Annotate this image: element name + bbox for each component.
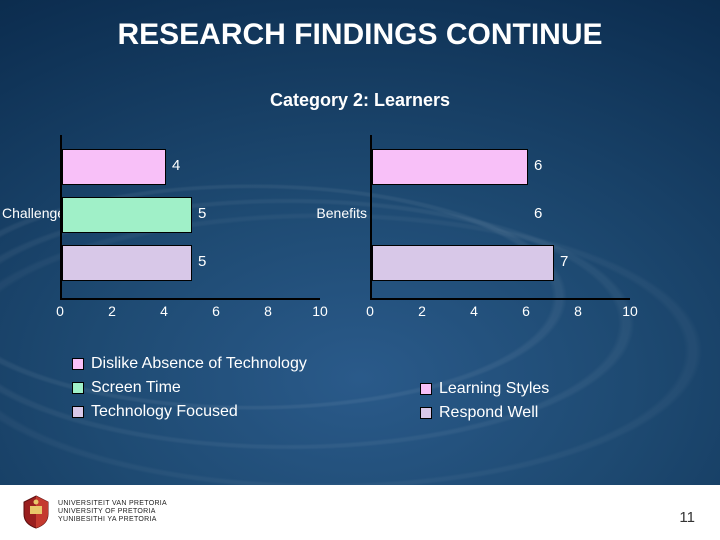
legend-item: Learning Styles (420, 380, 670, 398)
legend-label: Learning Styles (439, 380, 549, 398)
bar-learning-styles (372, 149, 528, 185)
legend-item: Screen Time (72, 379, 372, 397)
challenges-legend: Dislike Absence of Technology Screen Tim… (72, 355, 372, 427)
swatch-icon (72, 358, 84, 370)
legend-item: Respond Well (420, 404, 670, 422)
legend-item: Technology Focused (72, 403, 372, 421)
page-title: RESEARCH FINDINGS CONTINUE (0, 18, 720, 52)
xtick: 6 (212, 303, 220, 319)
xtick: 10 (312, 303, 328, 319)
xtick: 0 (56, 303, 64, 319)
swatch-icon (72, 406, 84, 418)
crest-icon (20, 494, 52, 530)
swatch-icon (420, 383, 432, 395)
challenges-ylabel: Challenges (2, 205, 57, 221)
xtick: 8 (264, 303, 272, 319)
xtick: 2 (418, 303, 426, 319)
legend-label: Dislike Absence of Technology (91, 355, 307, 373)
legend-item: Dislike Absence of Technology (72, 355, 372, 373)
xtick: 0 (366, 303, 374, 319)
page-number: 11 (679, 509, 695, 526)
benefits-xaxis: 0 2 4 6 8 10 (370, 303, 640, 323)
xtick: 6 (522, 303, 530, 319)
bar-tech-focused (62, 245, 192, 281)
legend-label: Respond Well (439, 404, 538, 422)
xtick: 4 (160, 303, 168, 319)
benefits-ylabel: Benefits (312, 205, 367, 221)
xtick: 8 (574, 303, 582, 319)
legend-label: Screen Time (91, 379, 181, 397)
page-subtitle: Category 2: Learners (0, 90, 720, 111)
bar-middle-value: 6 (534, 205, 542, 222)
benefits-plot: 6 6 7 (370, 135, 630, 300)
university-logo: UNIVERSITEIT VAN PRETORIA UNIVERSITY OF … (20, 492, 200, 532)
logo-line: UNIVERSITEIT VAN PRETORIA (58, 500, 167, 508)
bar-respond-well (372, 245, 554, 281)
logo-line: YUNIBESITHI YA PRETORIA (58, 516, 167, 524)
swatch-icon (420, 407, 432, 419)
logo-line: UNIVERSITY OF PRETORIA (58, 508, 167, 516)
swatch-icon (72, 382, 84, 394)
footer-bar: UNIVERSITEIT VAN PRETORIA UNIVERSITY OF … (0, 485, 720, 540)
challenges-chart: Challenges 4 5 5 0 2 4 6 8 10 (60, 135, 350, 335)
benefits-legend: Learning Styles Respond Well (420, 380, 670, 428)
bar-dislike-absence-value: 4 (172, 157, 180, 174)
xtick: 10 (622, 303, 638, 319)
benefits-chart: Benefits 6 6 7 0 2 4 6 8 10 (370, 135, 660, 335)
bar-screen-time (62, 197, 192, 233)
xtick: 4 (470, 303, 478, 319)
xtick: 2 (108, 303, 116, 319)
bar-dislike-absence (62, 149, 166, 185)
bar-respond-well-value: 7 (560, 253, 568, 270)
bar-tech-focused-value: 5 (198, 253, 206, 270)
bar-screen-time-value: 5 (198, 205, 206, 222)
legend-label: Technology Focused (91, 403, 238, 421)
bar-learning-styles-value: 6 (534, 157, 542, 174)
challenges-xaxis: 0 2 4 6 8 10 (60, 303, 330, 323)
challenges-plot: 4 5 5 (60, 135, 320, 300)
logo-text: UNIVERSITEIT VAN PRETORIA UNIVERSITY OF … (58, 500, 167, 523)
